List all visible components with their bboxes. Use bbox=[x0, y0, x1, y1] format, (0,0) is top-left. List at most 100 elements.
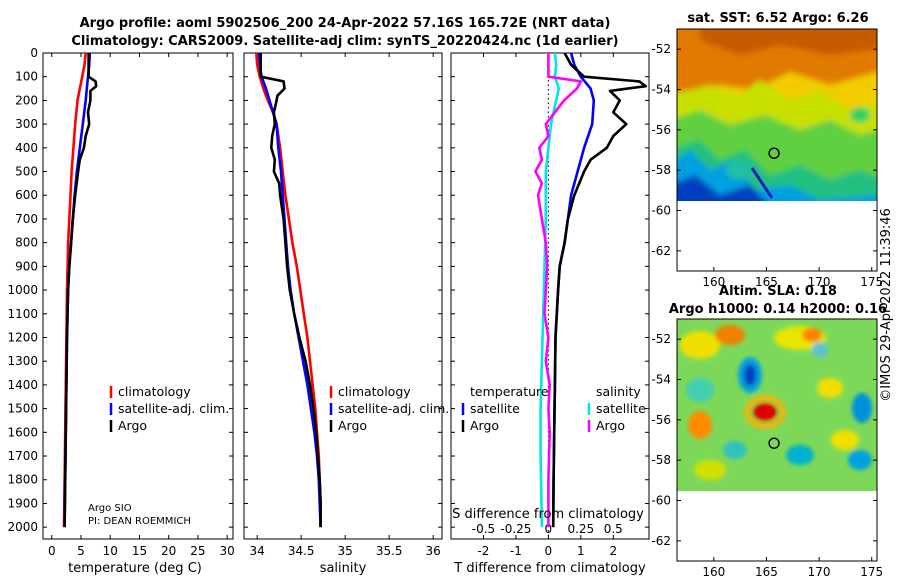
depth-tick-label: 1100 bbox=[7, 307, 38, 321]
figure-title-line1: Argo profile: aoml 5902506_200 24-Apr-20… bbox=[80, 16, 611, 31]
depth-tick-label: 400 bbox=[15, 141, 38, 155]
lon-tick-label: 165 bbox=[755, 565, 778, 579]
legend-satellite-label: satellite-adj. clim. bbox=[338, 401, 449, 416]
salinity-legend: climatology satellite-adj. clim. Argo bbox=[329, 384, 449, 433]
series-line-argo bbox=[259, 53, 322, 528]
x-tick-label: 5 bbox=[77, 544, 85, 558]
depth-tick-label: 1400 bbox=[7, 378, 38, 392]
salinity-panel-frame bbox=[243, 52, 443, 540]
depth-tick-label: 700 bbox=[15, 212, 38, 226]
credit-line2: PI: DEAN ROEMMICH bbox=[88, 516, 191, 527]
lat-tick-label: -52 bbox=[651, 332, 671, 346]
depth-tick-label: 1500 bbox=[7, 402, 38, 416]
lat-tick-label: -56 bbox=[651, 413, 671, 427]
sla-map-frame bbox=[676, 318, 878, 562]
x-tick-label: 30 bbox=[220, 544, 235, 558]
sst-map-title: sat. SST: 6.52 Argo: 6.26 bbox=[687, 11, 868, 26]
legend-t-argo-label: Argo bbox=[470, 418, 499, 433]
x-tick-label: 36 bbox=[426, 544, 441, 558]
x-tick-label: 0 bbox=[48, 544, 56, 558]
s-tick-label: 0.25 bbox=[567, 522, 594, 536]
legend-argo-label: Argo bbox=[338, 418, 367, 433]
lat-tick-label: -62 bbox=[651, 534, 671, 548]
depth-tick-label: 2000 bbox=[7, 520, 38, 534]
legend-argo-label: Argo bbox=[118, 418, 147, 433]
x-tick-label: 2 bbox=[609, 544, 617, 558]
temperature-panel: 0 5 10 15 20 25 30 bbox=[43, 52, 235, 558]
sst-map-image bbox=[677, 29, 877, 201]
s-tick-label: -0.5 bbox=[472, 522, 495, 536]
series-line-s-argo bbox=[534, 53, 583, 528]
temperature-legend: climatology satellite-adj. clim. Argo bbox=[109, 384, 229, 433]
lon-tick-label: 165 bbox=[755, 275, 778, 289]
lat-tick-label: -56 bbox=[651, 123, 671, 137]
x-tick-label: 34 bbox=[250, 544, 265, 558]
depth-tick-label: 100 bbox=[15, 70, 38, 84]
legend-climatology-label: climatology bbox=[118, 384, 191, 399]
depth-tick-label: 800 bbox=[15, 236, 38, 250]
depth-tick-label: 500 bbox=[15, 165, 38, 179]
sla-map-axes: -52 -54 -56 -58 -60 -62 160 165 170 175 bbox=[651, 332, 883, 579]
depth-axis: 0 100 200 300 400 500 600 700 800 900 1000 1100 1200… bbox=[7, 46, 38, 534]
lon-tick-label: 160 bbox=[702, 275, 725, 289]
depth-tick-label: 1300 bbox=[7, 354, 38, 368]
difference-panel-frame bbox=[450, 52, 650, 540]
x-tick-label: 25 bbox=[190, 544, 205, 558]
series-group bbox=[62, 53, 98, 528]
s-tick-label: 0.5 bbox=[604, 522, 623, 536]
series-line-argo bbox=[63, 53, 98, 528]
lat-tick-label: -54 bbox=[651, 83, 671, 97]
sla-map-title-line2: Argo h1000: 0.14 h2000: 0.16 bbox=[669, 302, 887, 317]
lat-tick-label: -58 bbox=[651, 453, 671, 467]
depth-tick-label: 0 bbox=[30, 46, 38, 60]
x-tick-label: 35 bbox=[338, 544, 353, 558]
credit-line1: Argo SIO bbox=[88, 503, 132, 514]
x-tick-label: 15 bbox=[132, 544, 147, 558]
lon-tick-label: 175 bbox=[860, 565, 883, 579]
series-group bbox=[534, 53, 648, 528]
lat-tick-label: -54 bbox=[651, 373, 671, 387]
temperature-xlabel: temperature (deg C) bbox=[68, 561, 202, 576]
depth-tick-label: 200 bbox=[15, 93, 38, 107]
depth-tick-label: 300 bbox=[15, 117, 38, 131]
salinity-panel: 34 34.5 35 35.5 36 bbox=[244, 52, 442, 558]
depth-tick-label: 1900 bbox=[7, 496, 38, 510]
legend-t-satellite-label: satellite bbox=[470, 401, 520, 416]
x-tick-label: -2 bbox=[477, 544, 489, 558]
legend-salinity-title: salinity bbox=[596, 384, 641, 399]
difference-legend: temperature satellite Argo salinity sate… bbox=[461, 384, 646, 433]
depth-tick-label: 900 bbox=[15, 259, 38, 273]
difference-panel: -2 -1 0 1 2 -0.5 -0.25 0 0.25 0.5 bbox=[451, 52, 649, 558]
depth-tick-label: 1200 bbox=[7, 330, 38, 344]
lon-tick-label: 160 bbox=[702, 565, 725, 579]
figure-title-line2: Climatology: CARS2009. Satellite-adj cli… bbox=[71, 34, 618, 49]
series-line-climatology bbox=[255, 53, 322, 528]
x-tick-label: 34.5 bbox=[288, 544, 315, 558]
difference-xlabel: T difference from climatology bbox=[453, 561, 646, 576]
series-line-t-argo bbox=[551, 53, 648, 528]
salinity-xlabel: salinity bbox=[320, 561, 367, 576]
lat-tick-label: -60 bbox=[651, 494, 671, 508]
sla-map-title-line1: Altim. SLA: 0.18 bbox=[719, 284, 837, 299]
sla-map-argo-marker bbox=[768, 437, 780, 449]
lat-tick-label: -58 bbox=[651, 163, 671, 177]
legend-s-argo-label: Argo bbox=[596, 418, 625, 433]
legend-climatology-label: climatology bbox=[338, 384, 411, 399]
depth-tick-label: 1600 bbox=[7, 425, 38, 439]
x-tick-label: 35.5 bbox=[376, 544, 403, 558]
lon-tick-label: 175 bbox=[860, 275, 883, 289]
lon-tick-label: 170 bbox=[808, 275, 831, 289]
legend-satellite-label: satellite-adj. clim. bbox=[118, 401, 229, 416]
s-tick-label: 0 bbox=[545, 522, 553, 536]
lon-tick-label: 170 bbox=[808, 565, 831, 579]
temperature-panel-frame bbox=[42, 52, 234, 540]
lat-tick-label: -62 bbox=[651, 244, 671, 258]
x-tick-label: 20 bbox=[161, 544, 176, 558]
series-line-s-satellite bbox=[539, 53, 561, 528]
x-tick-label: 10 bbox=[103, 544, 118, 558]
depth-tick-label: 1000 bbox=[7, 283, 38, 297]
x-tick-label: -1 bbox=[510, 544, 522, 558]
x-tick-label: 0 bbox=[545, 544, 553, 558]
